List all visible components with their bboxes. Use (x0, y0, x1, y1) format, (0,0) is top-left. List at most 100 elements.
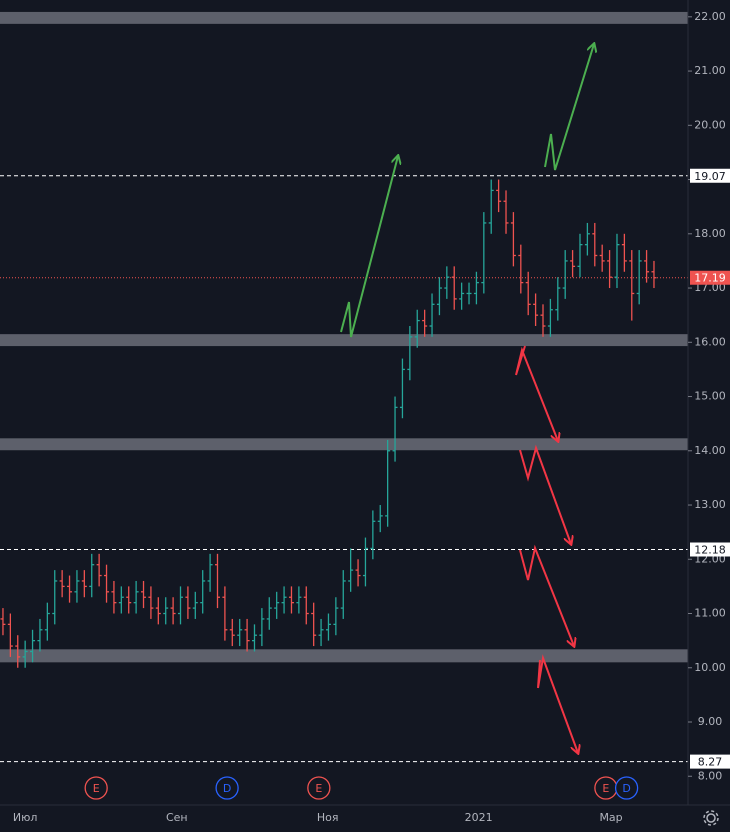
y-tick-label: 14.00 (694, 444, 726, 457)
zone (0, 11, 688, 24)
ohlc-bar (74, 570, 80, 603)
ohlc-bar (518, 244, 524, 294)
ohlc-bar (414, 309, 420, 348)
ohlc-bar (163, 597, 169, 625)
ohlc-bar (274, 591, 280, 619)
y-tick-label: 10.00 (694, 661, 726, 674)
ohlc-bar (399, 358, 405, 419)
ohlc-bar (0, 608, 6, 636)
level-label-box (690, 542, 730, 557)
event-marker (307, 776, 331, 800)
ohlc-bar (296, 586, 302, 614)
ohlc-bar (510, 212, 516, 267)
ohlc-bar (192, 591, 198, 619)
ohlc-bar (259, 608, 265, 647)
y-tick-label: 13.00 (694, 498, 726, 511)
arrow-down (519, 544, 574, 646)
ohlc-bar (67, 575, 73, 603)
y-tick-label: 21.00 (694, 64, 726, 77)
x-tick-label: Мар (599, 811, 622, 824)
ohlc-bar (89, 553, 95, 598)
ohlc-bar (436, 277, 442, 316)
ohlc-bar (170, 597, 176, 625)
ohlc-bar (407, 326, 413, 381)
event-label: D (223, 782, 231, 795)
plot-area (0, 11, 688, 763)
level-label: 12.18 (694, 544, 726, 557)
event-label: D (622, 782, 630, 795)
x-tick-label: Июл (13, 811, 38, 824)
ohlc-bar (155, 597, 161, 625)
ohlc-bar (333, 597, 339, 636)
zone (0, 334, 688, 347)
ohlc-bar (592, 222, 598, 267)
ohlc-bar (222, 586, 228, 641)
y-tick-label: 22.00 (694, 10, 726, 23)
ohlc-bar (459, 282, 465, 310)
ohlc-bar (281, 586, 287, 614)
ohlc-bar (111, 580, 117, 614)
ohlc-bar (547, 298, 553, 337)
event-marker (84, 776, 108, 800)
ohlc-bar (251, 624, 257, 652)
ohlc-bar (325, 613, 331, 641)
ohlc-bar (348, 548, 354, 592)
ohlc-bar (52, 570, 58, 625)
event-label: E (315, 782, 322, 795)
ohlc-bar (81, 570, 87, 598)
last-price-label: 17.19 (694, 272, 726, 285)
ohlc-bar (473, 271, 479, 305)
ohlc-bar (178, 586, 184, 625)
y-tick-label: 15.00 (694, 390, 726, 403)
ohlc-bar (118, 586, 124, 614)
ohlc-bar (533, 293, 539, 327)
ohlc-bar (488, 179, 494, 234)
ohlc-bar (385, 439, 391, 527)
ohlc-bar (311, 602, 317, 647)
x-tick-label: Сен (166, 811, 188, 824)
ohlc-bar (355, 559, 361, 587)
ohlc-bar (237, 618, 243, 647)
ohlc-bar (148, 586, 154, 619)
ohlc-bar (22, 640, 28, 668)
arrow-down (515, 345, 558, 441)
ohlc-bar (126, 586, 132, 614)
ohlc-bar (318, 618, 324, 647)
x-tick-label: 2021 (465, 811, 493, 824)
event-label: E (93, 782, 100, 795)
ohlc-bar (229, 618, 235, 647)
ohlc-bar (392, 396, 398, 462)
ohlc-bar (444, 266, 450, 299)
arrow-up (544, 44, 594, 171)
event-label: E (602, 782, 609, 795)
ohlc-bar (37, 618, 43, 652)
ohlc-bar (7, 613, 13, 657)
x-tick-label: Ноя (317, 811, 339, 824)
ohlc-bar (570, 250, 576, 278)
ohlc-bar (451, 266, 457, 310)
level-label-box (690, 168, 730, 183)
ohlc-bar (636, 250, 642, 305)
ohlc-bar (59, 570, 65, 598)
level-label: 19.07 (694, 170, 726, 183)
y-tick-label: 8.00 (698, 769, 723, 782)
ohlc-bar (599, 244, 605, 272)
settings-icon[interactable] (703, 810, 719, 826)
ohlc-bar (214, 553, 220, 609)
ohlc-bar (584, 222, 590, 256)
y-tick-label: 11.00 (694, 607, 726, 620)
ohlc-bar (466, 282, 472, 305)
ohlc-bar (207, 553, 213, 592)
ohlc-bar (540, 304, 546, 337)
ohlc-bar (629, 250, 635, 321)
ohlc-bar (362, 537, 368, 587)
y-tick-label: 20.00 (694, 118, 726, 131)
zone (0, 438, 688, 451)
last-price-box (690, 270, 730, 285)
y-tick-label: 18.00 (694, 227, 726, 240)
ohlc-bar (429, 293, 435, 337)
ohlc-bar (614, 233, 620, 289)
zone (0, 649, 688, 663)
